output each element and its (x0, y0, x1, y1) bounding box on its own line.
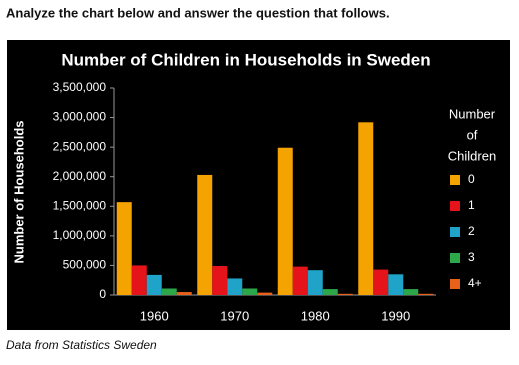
legend-label: 2 (468, 224, 475, 238)
bar (146, 274, 162, 295)
bar (322, 289, 338, 295)
bar (403, 289, 419, 295)
bar (337, 293, 353, 295)
bar (212, 266, 228, 295)
y-tick-label: 1,500,000 (53, 198, 107, 212)
bar (242, 288, 258, 295)
header: Analyze the chart below and answer the q… (6, 5, 390, 20)
x-tick-label: 1980 (301, 308, 330, 323)
bar (418, 293, 434, 295)
legend-swatch (450, 279, 460, 289)
chart-title: Number of Children in Households in Swed… (61, 50, 430, 69)
bar (373, 269, 389, 295)
legend-swatch (450, 201, 460, 211)
legend-swatch (450, 253, 460, 263)
chart-background (7, 40, 510, 330)
y-tick-label: 1,000,000 (53, 228, 107, 242)
y-tick-label: 500,000 (63, 258, 107, 272)
legend-label: 1 (468, 198, 475, 212)
y-axis-title: Number of Households (11, 120, 26, 263)
legend-title: Number (449, 106, 496, 121)
y-tick-label: 3,000,000 (53, 110, 107, 124)
bar (307, 270, 323, 295)
legend-swatch (450, 227, 460, 237)
bar (161, 288, 177, 295)
bar (292, 266, 308, 295)
legend-title: Children (448, 148, 496, 163)
bar (358, 122, 374, 295)
y-tick-label: 2,000,000 (53, 169, 107, 183)
bar (277, 147, 293, 295)
bar (197, 174, 213, 295)
legend-label: 3 (468, 250, 475, 264)
legend-label: 0 (468, 172, 475, 186)
legend-title: of (467, 127, 478, 142)
legend-swatch (450, 175, 460, 185)
y-tick-label: 3,500,000 (53, 80, 107, 94)
bar (388, 274, 404, 295)
x-tick-label: 1990 (381, 308, 410, 323)
x-tick-label: 1960 (140, 308, 169, 323)
bar (131, 265, 147, 295)
bar (176, 292, 192, 295)
bar (257, 292, 273, 295)
legend-label: 4+ (468, 276, 482, 290)
y-tick-label: 0 (99, 287, 106, 301)
y-tick-label: 2,500,000 (53, 139, 107, 153)
bar (116, 202, 132, 295)
source: Data from Statistics Sweden (6, 338, 157, 352)
x-tick-label: 1970 (220, 308, 249, 323)
bar (227, 278, 243, 295)
